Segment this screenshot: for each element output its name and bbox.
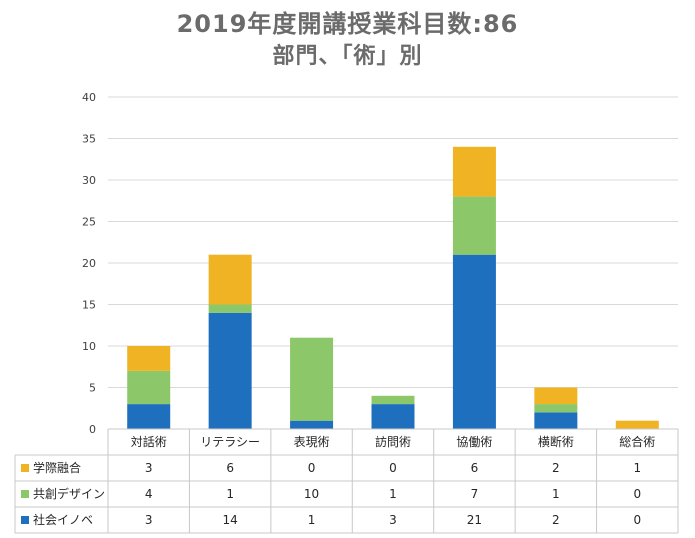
y-tick-label: 15	[82, 299, 96, 312]
legend-key	[21, 464, 29, 472]
y-tick-label: 25	[82, 216, 96, 229]
bar-segment	[290, 420, 334, 429]
bar-segment	[208, 254, 252, 305]
category-label: リテラシー	[200, 435, 260, 449]
table-value: 1	[308, 513, 316, 527]
bar-segment	[290, 337, 334, 421]
table-value: 21	[467, 513, 482, 527]
table-value: 2	[552, 461, 560, 475]
table-value: 6	[471, 461, 479, 475]
table-value: 3	[389, 513, 397, 527]
bar-segment	[534, 412, 578, 429]
chart-subtitle: 部門、「術」別	[272, 44, 423, 69]
legend-label: 社会イノベ	[33, 512, 93, 527]
bar-segment	[208, 312, 252, 429]
table-value: 6	[226, 461, 234, 475]
table-value: 1	[633, 461, 641, 475]
legend-label: 共創デザイン	[33, 486, 105, 501]
category-label: 協働術	[456, 434, 492, 449]
table-value: 1	[389, 487, 397, 501]
category-label: 横断術	[538, 434, 574, 449]
y-tick-label: 30	[82, 174, 96, 187]
y-tick-label: 0	[89, 423, 96, 436]
bar-segment	[371, 404, 415, 429]
y-tick-label: 40	[82, 91, 96, 104]
table-value: 0	[389, 461, 397, 475]
bar-segment	[534, 387, 578, 405]
bar-segment	[615, 420, 659, 429]
bar-segment	[371, 395, 415, 405]
category-label: 対話術	[131, 434, 167, 449]
bar-segment	[208, 304, 252, 313]
bar-segment	[127, 404, 171, 429]
category-label: 表現術	[294, 435, 330, 449]
table-value: 4	[145, 487, 153, 501]
bar-segment	[452, 196, 496, 255]
category-label: 総合術	[619, 434, 655, 449]
table-value: 3	[145, 513, 153, 527]
chart-title: 2019年度開講授業科目数:86	[176, 10, 519, 38]
y-tick-label: 5	[89, 382, 96, 395]
y-tick-label: 35	[82, 133, 96, 146]
bar-segment	[452, 146, 496, 197]
bar-segment	[534, 404, 578, 413]
y-tick-label: 10	[82, 340, 96, 353]
table-value: 0	[633, 513, 641, 527]
bar-segment	[127, 346, 171, 371]
table-value: 0	[633, 487, 641, 501]
table-value: 1	[552, 487, 560, 501]
bar-segment	[452, 254, 496, 429]
legend-key	[21, 490, 29, 498]
table-value: 10	[304, 487, 319, 501]
legend-key	[21, 516, 29, 524]
bar-segment	[127, 370, 171, 405]
table-value: 0	[308, 461, 316, 475]
table-value: 3	[145, 461, 153, 475]
y-tick-label: 20	[82, 257, 96, 270]
table-value: 2	[552, 513, 560, 527]
table-value: 1	[226, 487, 234, 501]
table-value: 7	[471, 487, 479, 501]
category-label: 訪問術	[375, 434, 411, 449]
legend-label: 学際融合	[33, 460, 81, 475]
table-value: 14	[223, 513, 238, 527]
